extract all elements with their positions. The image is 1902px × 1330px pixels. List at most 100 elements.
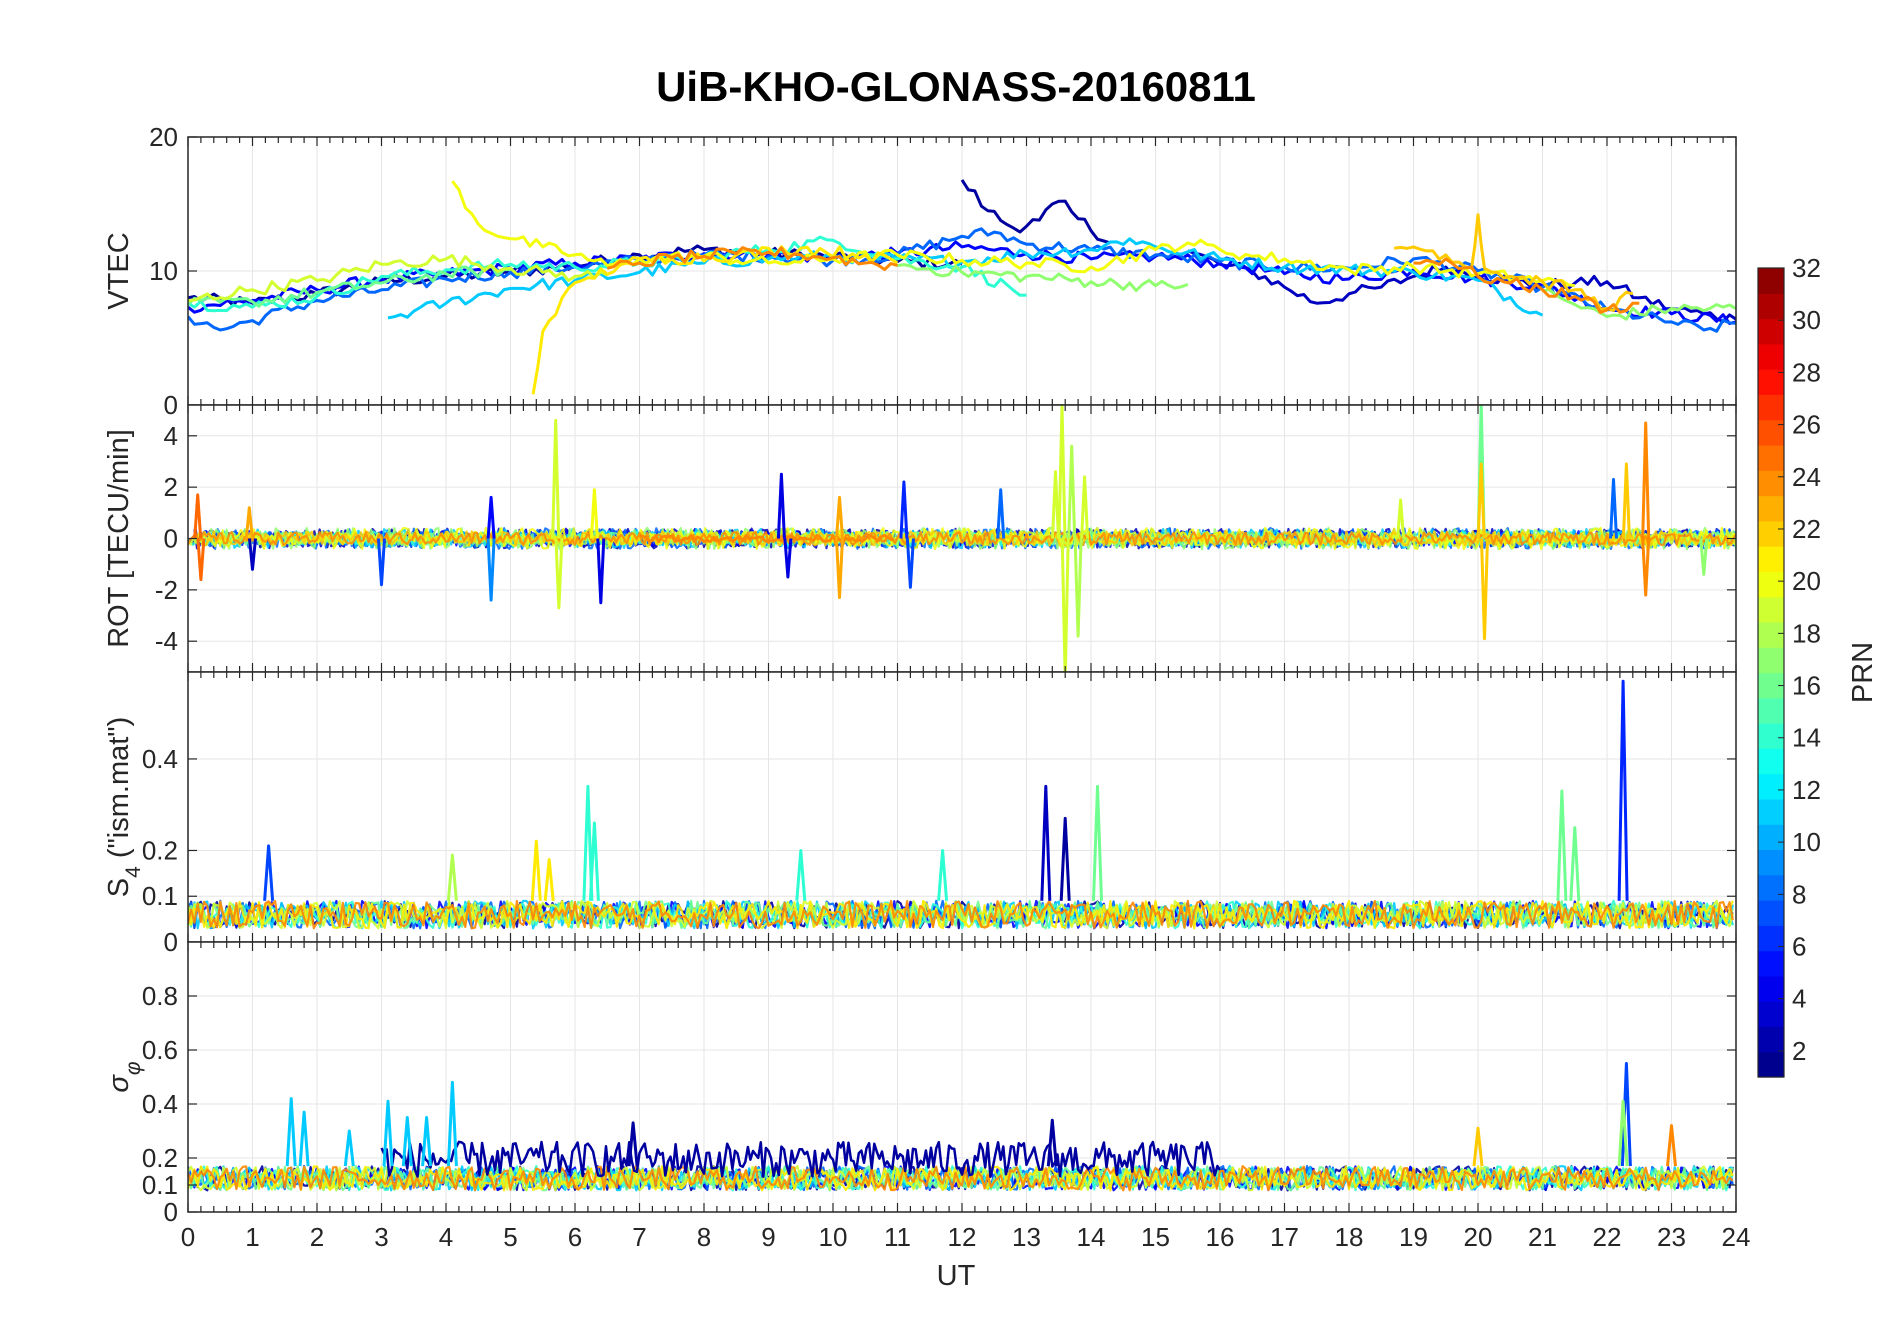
s4-spike bbox=[543, 858, 555, 901]
colorbar-tick-label: 22 bbox=[1792, 514, 1821, 544]
x-minor-ticks bbox=[187, 942, 1737, 1212]
vtec-series-prn-2 bbox=[960, 179, 1111, 245]
x-tick-label: 21 bbox=[1528, 1222, 1557, 1252]
colorbar-frame bbox=[1757, 267, 1785, 1078]
x-tick-label: 16 bbox=[1206, 1222, 1235, 1252]
s4-spike bbox=[1059, 816, 1071, 901]
vtec-series-prn-17 bbox=[1542, 288, 1736, 321]
colorbar-level bbox=[1758, 748, 1784, 775]
y-tick-label: -4 bbox=[155, 626, 178, 656]
colorbar-level bbox=[1758, 571, 1784, 598]
colorbar-level bbox=[1758, 950, 1784, 977]
sigma_phi-spike bbox=[401, 1116, 413, 1167]
s4-series-prn-24 bbox=[188, 899, 1734, 930]
rot-spike bbox=[899, 480, 909, 539]
vtec-series-prn-24 bbox=[606, 246, 898, 271]
rot-spike bbox=[1057, 405, 1067, 539]
y-label-rest: ("ism.mat") bbox=[103, 717, 135, 866]
colorbar-level bbox=[1758, 900, 1784, 926]
sigma_phi-spike bbox=[343, 1129, 355, 1167]
panel-rot: -4 -2 0 2 4 ROT [TECU/min] bbox=[103, 404, 1737, 673]
y-tick-label: 0.2 bbox=[142, 1143, 178, 1173]
y-tick-label: 0.4 bbox=[142, 1089, 178, 1119]
y-label-sub: φ bbox=[122, 1061, 145, 1075]
x-axis-label: UT bbox=[937, 1260, 976, 1292]
colorbar-tick-label: 2 bbox=[1792, 1036, 1806, 1066]
colorbar-level bbox=[1758, 394, 1784, 421]
colorbar-tick-label: 30 bbox=[1792, 305, 1821, 335]
y-tick-label: 2 bbox=[164, 472, 178, 502]
colorbar-level bbox=[1758, 318, 1784, 345]
sigma_phi-spike bbox=[421, 1116, 433, 1167]
rot-spike bbox=[248, 538, 257, 571]
s4-spike bbox=[937, 849, 949, 901]
rot-spike bbox=[783, 538, 793, 579]
rot-spike bbox=[835, 495, 844, 539]
x-tick-label: 0 bbox=[181, 1222, 195, 1252]
rot-spike bbox=[776, 472, 786, 539]
colorbar-level bbox=[1758, 1001, 1784, 1028]
y-label-main: S bbox=[103, 878, 135, 897]
colorbar-level bbox=[1758, 621, 1784, 648]
rot-spike bbox=[835, 538, 844, 599]
colorbar-level bbox=[1758, 268, 1784, 294]
sigma_phi-spike bbox=[446, 1080, 458, 1167]
sigma_phi-spike bbox=[1617, 1099, 1629, 1167]
x-tick-label: 14 bbox=[1077, 1222, 1106, 1252]
colorbar-tick-label: 8 bbox=[1792, 879, 1806, 909]
series-group bbox=[188, 405, 1736, 672]
series-group bbox=[188, 1062, 1734, 1192]
s4-spike bbox=[263, 844, 275, 901]
sigma_phi-series-prn-24 bbox=[188, 1165, 1734, 1192]
colorbar-level bbox=[1758, 419, 1784, 446]
x-tick-label: 18 bbox=[1335, 1222, 1364, 1252]
y-tick-label: 0 bbox=[164, 390, 178, 420]
sigma_phi-spike bbox=[1666, 1124, 1677, 1167]
colorbar-level bbox=[1758, 470, 1784, 497]
y-tick-label: 20 bbox=[149, 122, 178, 152]
s4-spike bbox=[446, 853, 458, 901]
colorbar-tick-label: 28 bbox=[1792, 357, 1821, 387]
y-tick-label: 0.8 bbox=[142, 981, 178, 1011]
rot-spike bbox=[1621, 462, 1631, 539]
colorbar-level bbox=[1758, 824, 1784, 851]
s4-spike bbox=[1569, 826, 1581, 901]
colorbar-level bbox=[1758, 925, 1784, 952]
y-tick-label: 0.1 bbox=[142, 881, 178, 911]
rot-spike bbox=[1480, 538, 1489, 641]
x-tick-label: 6 bbox=[568, 1222, 582, 1252]
rot-spike bbox=[1699, 538, 1709, 576]
s4-series-prn-21 bbox=[188, 899, 1734, 930]
y-tick-label: 0.4 bbox=[142, 744, 178, 774]
rot-spike bbox=[905, 538, 915, 589]
colorbar-tick-label: 10 bbox=[1792, 827, 1821, 857]
y-tick-label: 4 bbox=[164, 421, 178, 451]
rot-spike bbox=[1396, 498, 1406, 539]
colorbar-level bbox=[1758, 975, 1784, 1002]
x-tick-label: 19 bbox=[1399, 1222, 1428, 1252]
rot-spike bbox=[589, 488, 599, 539]
sigma_phi-spike bbox=[1046, 1118, 1058, 1167]
vtec-series-prn-17 bbox=[897, 263, 1189, 292]
x-tick-label: 23 bbox=[1657, 1222, 1686, 1252]
y-tick-label: -2 bbox=[155, 575, 178, 605]
rot-spike bbox=[1641, 421, 1651, 539]
rot-spike bbox=[377, 538, 386, 587]
x-tick-label: 5 bbox=[503, 1222, 517, 1252]
y-tick-label: 0.1 bbox=[142, 1170, 178, 1200]
x-tick-label: 4 bbox=[439, 1222, 453, 1252]
x-tick-label: 22 bbox=[1593, 1222, 1622, 1252]
colorbar-tick-label: 6 bbox=[1792, 932, 1806, 962]
rot-spike bbox=[1051, 470, 1060, 539]
colorbar-level bbox=[1758, 697, 1784, 724]
sigma_phi-spike bbox=[627, 1121, 639, 1167]
rot-spike bbox=[1067, 444, 1077, 539]
x-minor-ticks bbox=[187, 405, 1737, 672]
x-tick-label: 13 bbox=[1012, 1222, 1041, 1252]
y-axis-label: ROT [TECU/min] bbox=[103, 429, 135, 648]
s4-spike bbox=[795, 849, 807, 901]
x-tick-label: 7 bbox=[632, 1222, 646, 1252]
x-tick-label: 20 bbox=[1464, 1222, 1493, 1252]
colorbar-level bbox=[1758, 369, 1784, 396]
